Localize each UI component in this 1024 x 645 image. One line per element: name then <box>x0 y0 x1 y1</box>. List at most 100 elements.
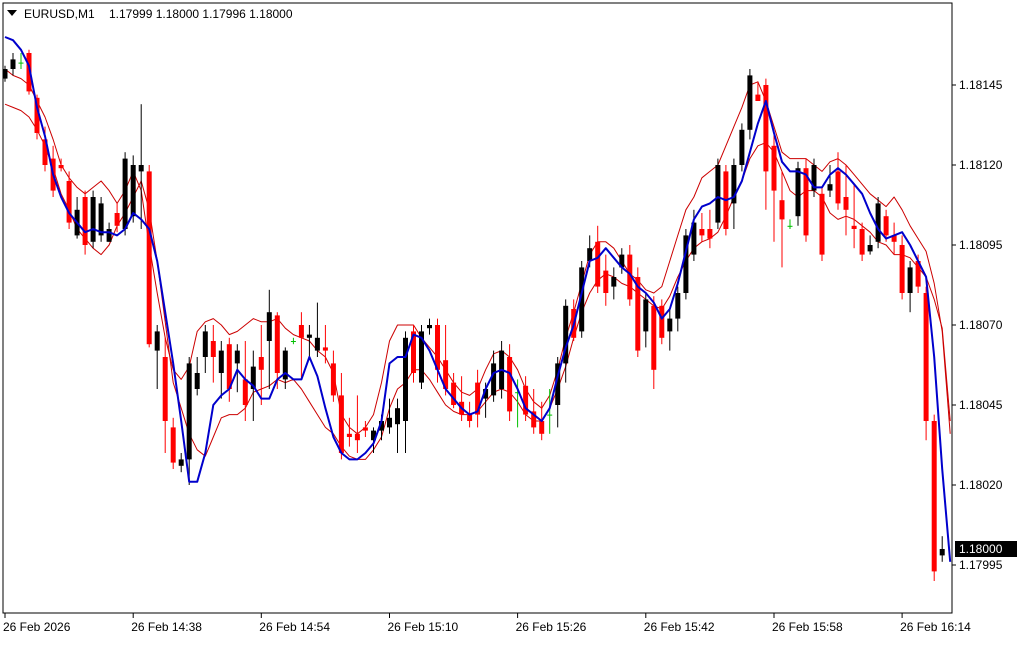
candle-body <box>106 229 112 242</box>
candle-body <box>531 411 537 428</box>
candle-body <box>715 165 721 223</box>
candle <box>475 369 481 428</box>
candle <box>290 337 296 345</box>
candle <box>58 158 64 172</box>
candle-body <box>619 254 625 268</box>
candle <box>811 158 817 197</box>
candle-body <box>170 427 176 463</box>
candle-body <box>555 363 561 405</box>
candle <box>338 373 344 460</box>
chart-header: EURUSD,M1 1.17999 1.18000 1.17996 1.1800… <box>7 7 293 21</box>
x-tick-label: 26 Feb 14:54 <box>259 620 330 634</box>
candle-body <box>635 277 641 351</box>
candle-body <box>130 165 136 217</box>
moving-average-line <box>4 36 952 562</box>
candle <box>395 398 400 453</box>
candle <box>883 209 889 242</box>
candle-body <box>282 350 288 380</box>
candle-body <box>611 277 617 287</box>
candle <box>170 417 176 469</box>
candle-body <box>114 213 120 226</box>
candle <box>314 302 320 357</box>
candle-body <box>435 325 440 370</box>
candle-body <box>587 248 593 261</box>
candle-body <box>667 318 673 332</box>
candle <box>443 325 449 396</box>
candle-body <box>915 261 921 287</box>
candle <box>563 299 569 383</box>
candle <box>427 318 432 335</box>
candle <box>162 337 168 453</box>
candle-body <box>939 549 945 556</box>
candle <box>747 69 753 140</box>
candle-body <box>835 171 841 204</box>
x-tick-label: 26 Feb 14:38 <box>131 620 202 634</box>
current-price-tag <box>955 541 1017 557</box>
x-tick-label: 26 Feb 15:58 <box>772 620 843 634</box>
candle-body <box>258 357 264 370</box>
candle <box>507 344 513 421</box>
candle-body <box>346 433 352 437</box>
candle <box>202 325 208 373</box>
candle-body <box>298 325 304 338</box>
candle-body <box>507 357 513 412</box>
ma-layer <box>4 36 952 562</box>
x-tick-label: 26 Feb 15:10 <box>388 620 459 634</box>
candle <box>707 209 713 249</box>
candle <box>891 222 897 255</box>
candle-body <box>194 373 200 389</box>
candle-body <box>539 421 545 434</box>
candle-body <box>691 222 697 255</box>
candle-body <box>883 216 889 236</box>
candle <box>346 417 352 447</box>
candle <box>218 341 224 399</box>
candle-body <box>843 197 849 210</box>
candle-body <box>907 267 913 293</box>
candle <box>843 165 849 236</box>
candle-body <box>483 389 489 399</box>
y-tick-label: 1.18145 <box>959 78 1003 92</box>
candle-body <box>739 129 745 165</box>
candle-body <box>82 197 88 245</box>
candle-body <box>603 270 609 293</box>
candle-body <box>651 305 657 370</box>
candle-body <box>827 184 833 191</box>
candle-body <box>122 158 128 229</box>
candle <box>82 190 88 255</box>
candle-body <box>10 59 16 69</box>
candle <box>226 337 232 402</box>
candle-body <box>891 235 897 242</box>
candle <box>130 155 136 223</box>
candle <box>899 235 905 300</box>
triangle-down-icon[interactable] <box>7 10 17 16</box>
candle-body <box>547 414 553 416</box>
candle <box>531 389 537 434</box>
candle-body <box>859 229 865 255</box>
candle-body <box>362 427 368 431</box>
candle <box>371 427 376 453</box>
candle-body <box>154 331 160 351</box>
candle <box>923 286 929 441</box>
candle-body <box>683 235 689 293</box>
candle <box>2 65 8 82</box>
candle-body <box>491 363 497 396</box>
candle-body <box>186 363 192 460</box>
price-axis: 1.18145 1.18120 1.18095 1.18070 1.18045 1.180… <box>952 78 1003 572</box>
candle-body <box>443 360 449 389</box>
candle <box>827 165 833 197</box>
candle-body <box>931 421 937 572</box>
candle <box>98 197 104 242</box>
candle <box>451 373 457 409</box>
candle-body <box>707 229 713 239</box>
candle-body <box>395 408 400 425</box>
candle <box>755 81 761 101</box>
candle-body <box>274 315 280 373</box>
candle <box>26 49 32 95</box>
candle <box>635 267 641 357</box>
candle-body <box>314 337 320 351</box>
candle-body <box>579 267 585 332</box>
candle-body <box>138 165 144 172</box>
x-tick-label: 26 Feb 2026 <box>3 620 71 634</box>
